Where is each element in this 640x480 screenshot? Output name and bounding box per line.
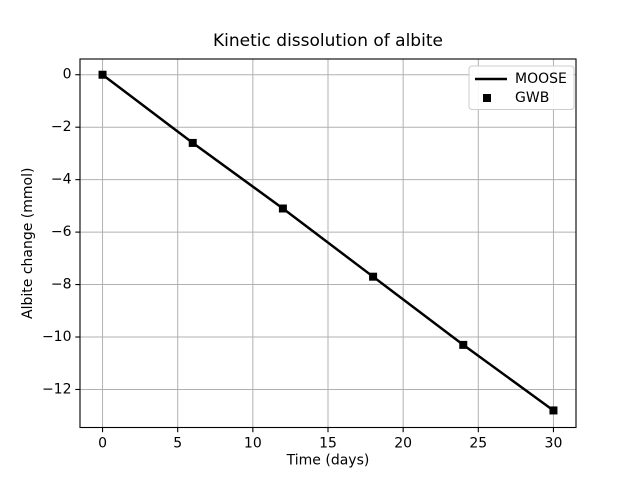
- y-tick-label--2: −2: [51, 119, 72, 135]
- x-tick-label-5: 5: [173, 436, 182, 452]
- series-marker-gwb-12: [278, 204, 287, 213]
- series-marker-gwb-30: [549, 406, 558, 415]
- series-marker-gwb-0: [98, 70, 107, 79]
- y-tick-label--6: −6: [51, 224, 72, 240]
- series-marker-gwb-18: [369, 272, 378, 281]
- x-tick-label-20: 20: [394, 436, 412, 452]
- x-axis-label: Time (days): [286, 453, 370, 469]
- x-tick-label-25: 25: [469, 436, 487, 452]
- x-tick-label-30: 30: [545, 436, 563, 452]
- y-tick-label-0: 0: [63, 67, 72, 83]
- x-tick-label-15: 15: [319, 436, 337, 452]
- legend-box: [468, 65, 575, 110]
- y-tick-label--12: −12: [42, 381, 72, 397]
- series-marker-gwb-24: [459, 340, 468, 349]
- series-marker-gwb-6: [188, 138, 197, 147]
- y-tick-label--10: −10: [42, 329, 72, 345]
- y-tick-label--8: −8: [51, 277, 72, 293]
- y-axis-label: Albite change (mmol): [20, 168, 36, 319]
- legend-label-moose: MOOSE: [515, 71, 567, 87]
- x-tick-label-10: 10: [244, 436, 262, 452]
- legend-label-gwb: GWB: [515, 90, 549, 106]
- series-line-moose: [101, 73, 555, 412]
- chart-title: Kinetic dissolution of albite: [213, 31, 443, 51]
- x-tick-label-0: 0: [98, 436, 107, 452]
- y-tick-label--4: −4: [51, 172, 72, 188]
- legend-marker-sample: [483, 94, 491, 102]
